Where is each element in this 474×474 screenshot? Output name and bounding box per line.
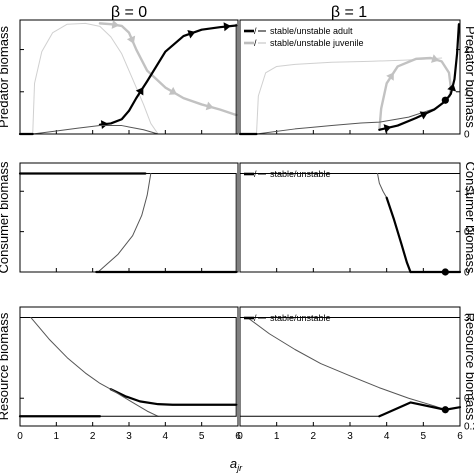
legend-slash: / — [254, 313, 257, 323]
equilibrium-point-2-1-0 — [441, 406, 449, 414]
legend-slash: / — [254, 26, 257, 36]
plot-frame — [19, 306, 239, 427]
y-tick-label: 0 — [464, 268, 470, 279]
series-line-1-0-2 — [97, 172, 152, 273]
legend-label-2-0: stable/unstable — [270, 313, 331, 323]
panel-0-0 — [18, 19, 239, 136]
plot-frame — [239, 162, 461, 273]
series-line-2-1-1 — [246, 317, 446, 411]
trajectory-arrow-0-0-1-1 — [126, 35, 136, 44]
legend-label-0-1: stable/unstable juvenile — [270, 38, 364, 48]
x-tick-label: 4 — [163, 431, 169, 442]
panel-1-0 — [18, 162, 239, 274]
x-tick-label: 1 — [54, 431, 60, 442]
panel-2-0: 0 1 2 3 4 5 6 — [17, 306, 241, 442]
series-line-0-1-2 — [256, 100, 446, 135]
panel-row-0: Predator biomass Predator biomass 0 1 2 / stab… — [0, 19, 474, 141]
legend-label-1-0: stable/unstable — [270, 169, 331, 179]
series-line-0-0-0 — [32, 22, 159, 135]
series-line-0-1-5 — [378, 99, 447, 131]
y-axis-title-right: Resource biomass — [463, 313, 474, 421]
series-line-1-1-3 — [385, 196, 412, 274]
series-line-2-0-3 — [110, 388, 159, 417]
series-line-1-1-2 — [377, 172, 388, 199]
trajectory-arrow-0-0-1-2 — [168, 86, 178, 95]
x-axis-title-main: a — [230, 456, 237, 471]
x-tick-label: 3 — [126, 431, 132, 442]
legend-slash: / — [254, 38, 257, 48]
trajectory-arrow-0-1-1-0 — [386, 72, 394, 81]
series-line-0-0-2 — [98, 24, 238, 126]
trajectory-arrow-0-0-2-3 — [223, 22, 231, 32]
y-tick-label: 1.0 — [464, 187, 474, 198]
legend-label-0-0: stable/unstable adult — [270, 26, 353, 36]
series-line-0-1-1 — [378, 56, 453, 131]
y-tick-label: 1 — [464, 87, 470, 98]
y-axis-title-right: Consumer biomass — [463, 162, 474, 274]
panel-0-1: 0 1 2 / stable/unstable adult / stable/unstabl… — [238, 19, 470, 141]
plot-frame — [239, 306, 461, 427]
trajectory-arrow-0-0-2-1 — [135, 87, 144, 96]
equilibrium-point-0-1-0 — [441, 96, 449, 104]
series-line-2-0-2 — [109, 388, 238, 406]
y-tick-label: 0.4 — [464, 394, 474, 405]
column-title-beta-1: β = 1 — [331, 4, 367, 21]
y-tick-label: 2 — [464, 45, 470, 56]
x-tick-label: 2 — [311, 431, 317, 442]
x-tick-label: 4 — [384, 431, 390, 442]
y-axis-title-right: Predator biomass — [463, 26, 474, 128]
series-line-0-0-3 — [32, 125, 159, 135]
trajectory-arrow-0-0-1-3 — [205, 101, 214, 111]
plot-frame — [19, 162, 239, 273]
trajectory-arrow-0-1-5-1 — [419, 111, 428, 120]
trajectory-arrow-0-0-1-0 — [111, 20, 120, 29]
y-tick-label: 0.5 — [464, 227, 474, 238]
plot-frame — [19, 19, 239, 135]
trajectory-arrow-0-0-2-0 — [100, 120, 109, 130]
legend-slash: / — [254, 169, 257, 179]
y-tick-label: 0 — [464, 130, 470, 141]
series-line-2-1-3 — [378, 401, 462, 418]
x-tick-label: 2 — [90, 431, 96, 442]
y-tick-label: 3.0 — [464, 313, 474, 324]
column-titles: β = 0 β = 1 — [111, 4, 367, 21]
series-line-2-0-1 — [30, 317, 112, 390]
y-tick-label: 0.2 — [464, 422, 474, 433]
panel-1-1: 0 0.5 1.0 / stable/unstable — [239, 162, 474, 279]
x-tick-label: 5 — [199, 431, 205, 442]
column-title-beta-0: β = 0 — [111, 4, 147, 21]
x-tick-label: 0 — [237, 431, 243, 442]
y-axis-title-left: Consumer biomass — [0, 161, 11, 273]
series-line-0-1-6 — [444, 23, 460, 103]
y-axis-title-left: Resource biomass — [0, 312, 11, 420]
x-tick-label: 6 — [235, 431, 241, 442]
x-tick-label: 0 — [17, 431, 23, 442]
trajectory-arrow-0-1-6-0 — [447, 83, 457, 92]
trajectory-arrow-0-0-2-2 — [187, 29, 196, 39]
x-tick-label: 6 — [457, 431, 463, 442]
equilibrium-point-1-1-0 — [441, 268, 449, 276]
x-axis-title-subscript: jr — [236, 463, 243, 473]
svg-text:ajr: ajr — [230, 456, 243, 473]
x-tick-label: 1 — [274, 431, 280, 442]
x-tick-label: 5 — [421, 431, 427, 442]
trajectory-arrow-0-1-1-1 — [431, 54, 440, 63]
y-axis-title-left: Predator biomass — [0, 26, 11, 128]
panels: Predator biomass Predator biomass 0 1 2 / stab… — [0, 19, 474, 442]
x-axis-title: ajr — [230, 456, 243, 473]
trajectory-arrow-0-1-5-0 — [383, 124, 392, 133]
x-tick-label: 3 — [347, 431, 353, 442]
